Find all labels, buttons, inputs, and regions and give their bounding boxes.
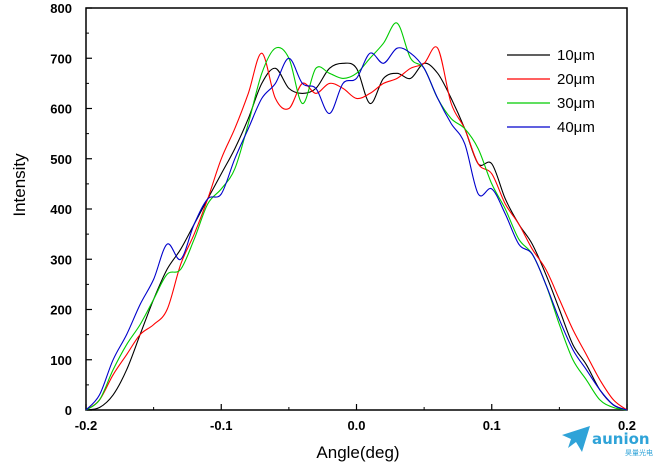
y-tick-label: 500 [50, 152, 72, 167]
x-tick-label: -0.1 [210, 418, 232, 433]
series-line-2 [85, 46, 628, 411]
y-tick-label: 400 [50, 202, 72, 217]
watermark-brand: aunion [592, 430, 650, 448]
legend-label: 30μm [557, 95, 595, 112]
legend-label: 20μm [557, 71, 595, 88]
y-tick-label: 300 [50, 252, 72, 267]
y-tick-label: 600 [50, 102, 72, 117]
legend-label: 10μm [557, 47, 595, 64]
y-tick-label: 200 [50, 303, 72, 318]
y-tick-label: 800 [50, 1, 72, 16]
x-tick-label: 0.2 [618, 418, 636, 433]
series-lines [85, 22, 628, 411]
watermark-logo: aunion 昊量光电 [562, 426, 653, 457]
y-tick-label: 0 [65, 403, 72, 418]
axis-tick-labels: -0.2 -0.1 0.0 0.1 0.2 0 100 200 300 400 500 600 700 8… [50, 1, 636, 433]
x-tick-label: 0.1 [483, 418, 501, 433]
legend-label: 40μm [557, 119, 595, 136]
y-tick-label: 100 [50, 353, 72, 368]
series-line-4 [85, 47, 628, 411]
series-line-3 [85, 22, 628, 411]
x-tick-label: 0.0 [347, 418, 365, 433]
series-line-1 [85, 62, 628, 411]
y-axis-title: Intensity [10, 153, 29, 217]
x-tick-label: -0.2 [75, 418, 97, 433]
y-tick-label: 700 [50, 51, 72, 66]
legend: 10μm 20μm 30μm 40μm [507, 47, 595, 136]
watermark-subtitle: 昊量光电 [625, 448, 653, 457]
paper-plane-icon [562, 426, 590, 452]
x-axis-title: Angle(deg) [316, 443, 399, 462]
